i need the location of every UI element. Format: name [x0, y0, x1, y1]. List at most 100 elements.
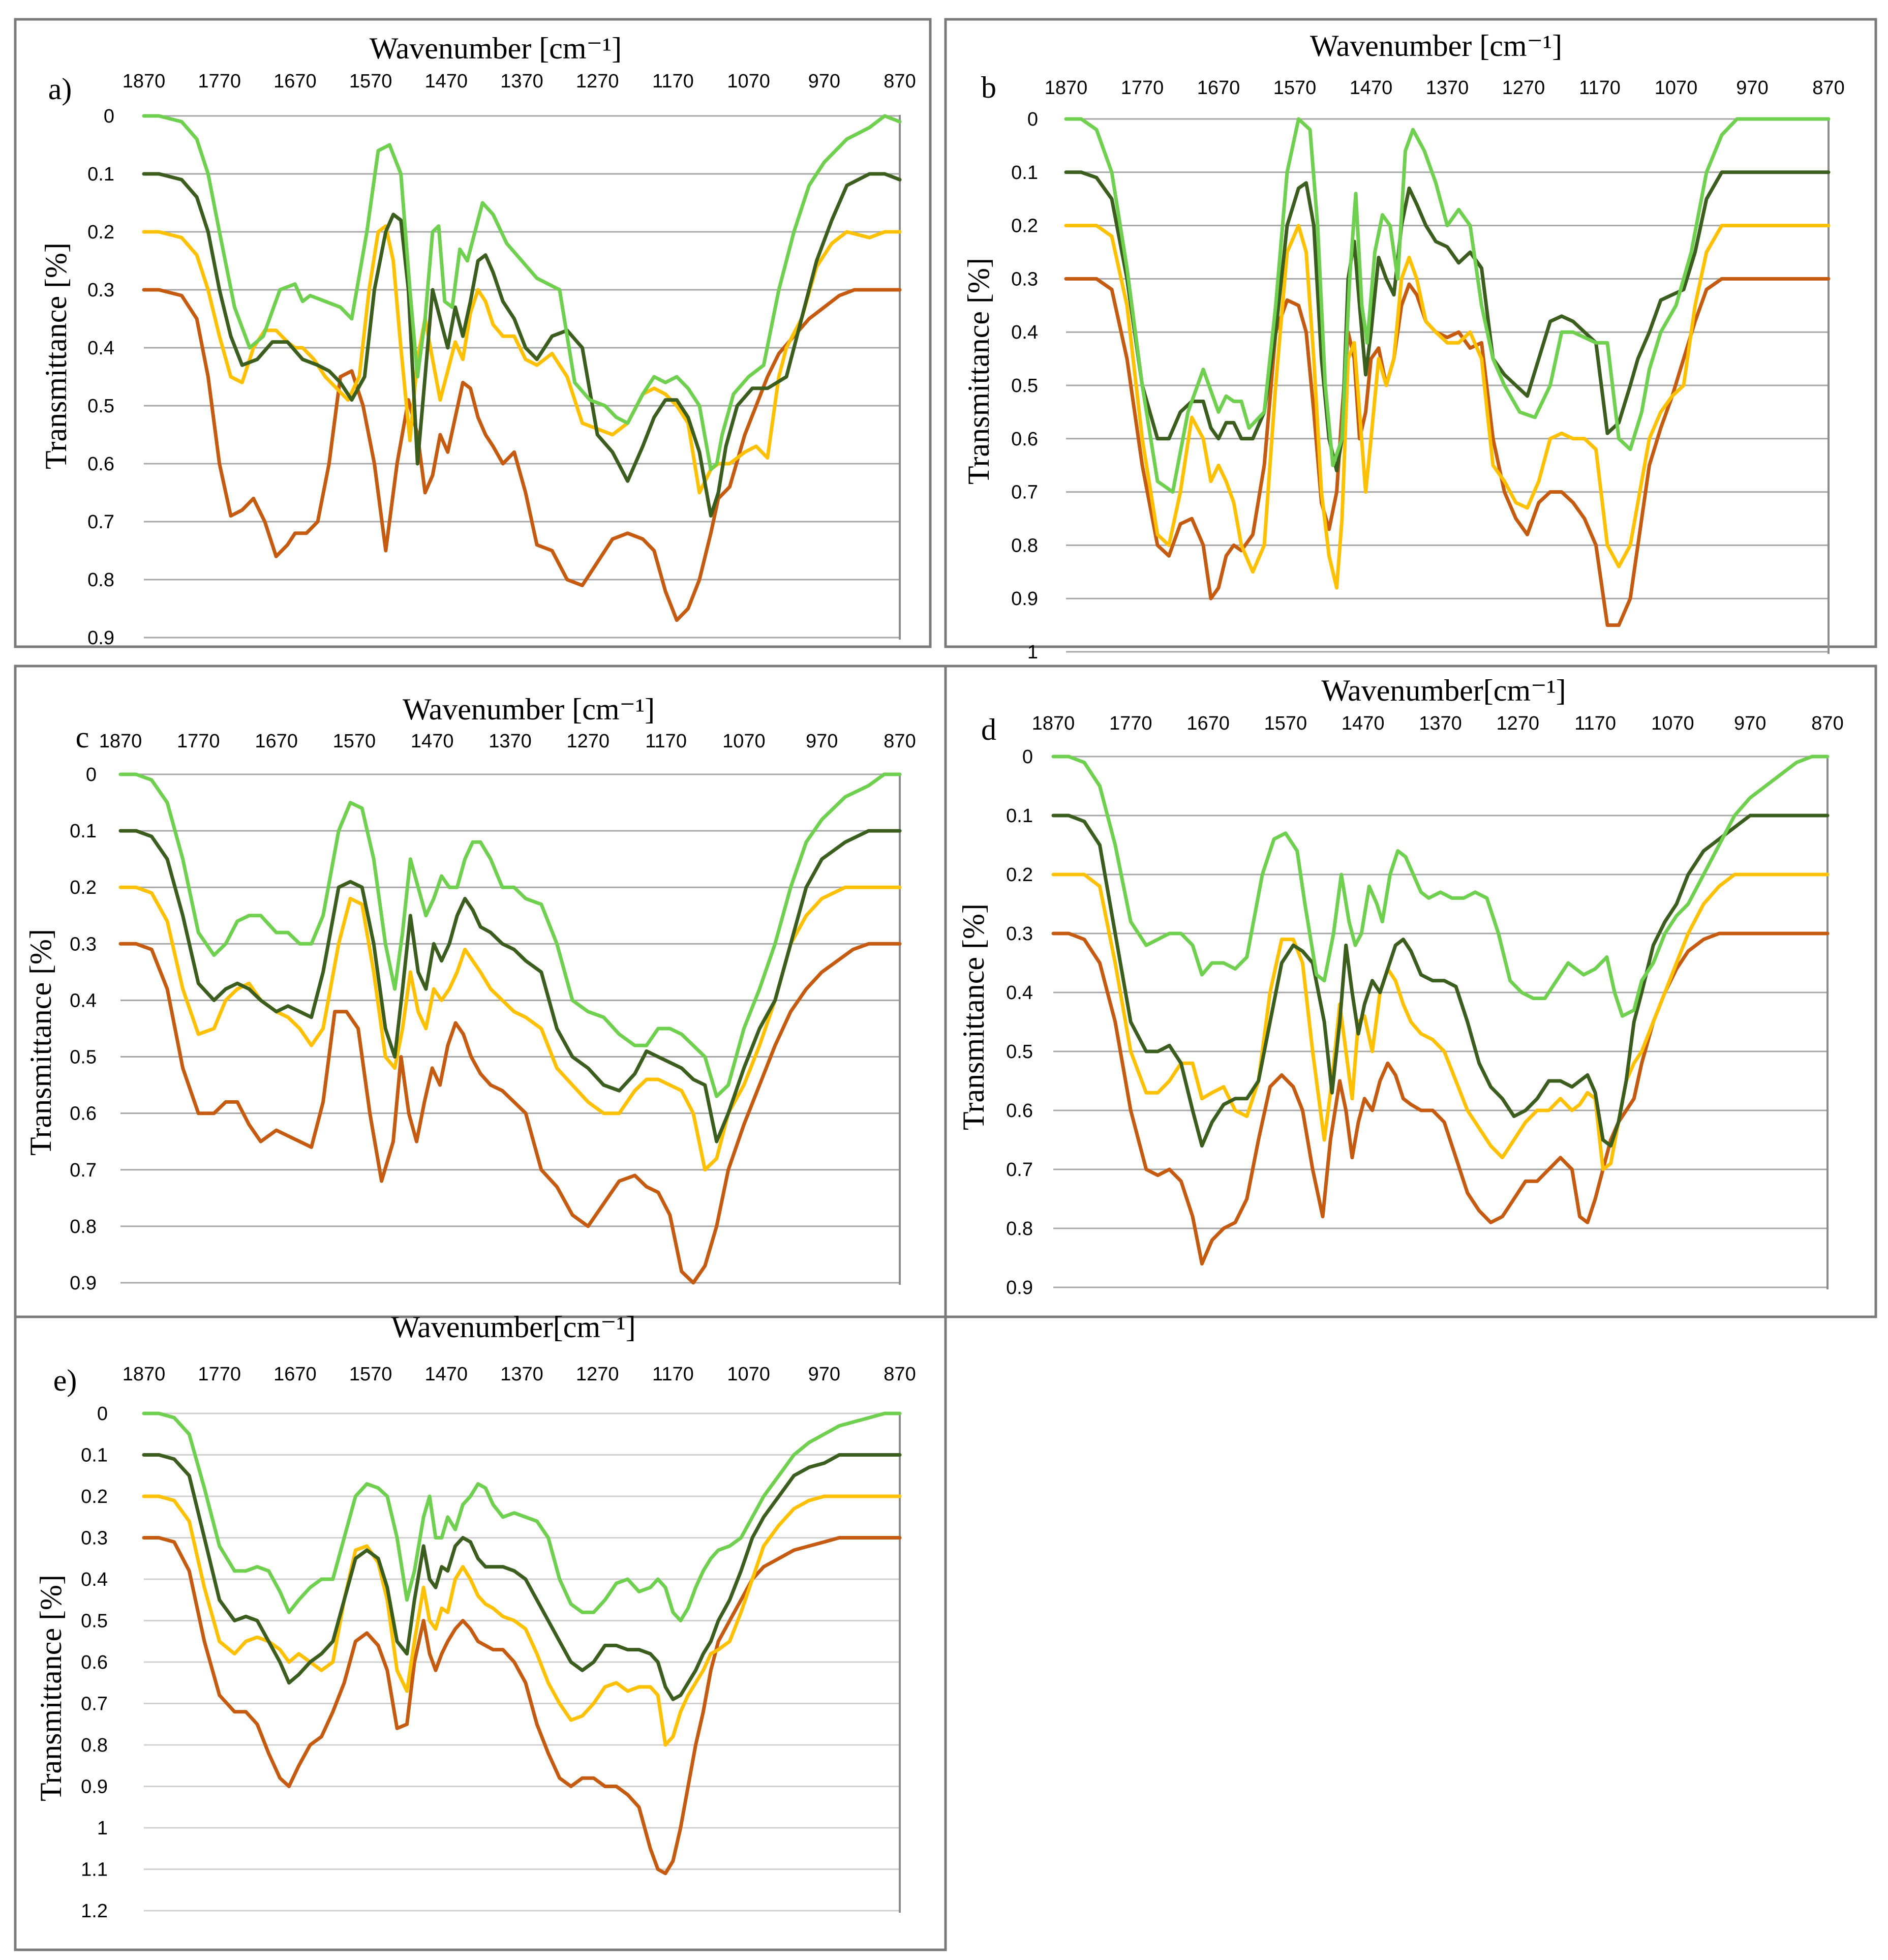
x-tick-label: 1070 [722, 731, 766, 752]
panel-label: b [981, 71, 996, 104]
y-tick-label: 0.5 [1011, 375, 1038, 397]
x-tick-label: 1270 [576, 71, 619, 92]
x-tick-label: 1070 [1655, 77, 1698, 99]
y-tick-label: 0.1 [70, 821, 97, 842]
series-line-light-green [1051, 755, 1830, 1018]
series-line-brown [142, 1536, 902, 1876]
x-tick-label: 1070 [727, 71, 770, 92]
x-tick-label: 870 [1812, 77, 1844, 99]
panel-frame [944, 18, 1877, 648]
x-tick-label: 1770 [1109, 713, 1152, 734]
x-tick-label: 1370 [500, 71, 543, 92]
y-axis-title: Transmittance [%] [34, 1575, 68, 1801]
series-line-light-green [142, 1411, 902, 1622]
y-tick-label: 0.8 [70, 1216, 97, 1238]
y-tick-label: 0.7 [1006, 1159, 1033, 1181]
y-tick-label: 0.6 [81, 1652, 108, 1673]
y-axis-title: Transmittance [%] [962, 258, 995, 485]
series-line-dark-green [142, 1453, 902, 1701]
y-tick-label: 0.8 [1011, 535, 1038, 556]
panel-frame [14, 18, 932, 648]
x-tick-label: 1570 [1264, 713, 1307, 734]
y-tick-label: 0.9 [87, 627, 114, 649]
series-line-yellow [1051, 872, 1830, 1171]
x-tick-label: 1370 [489, 731, 532, 752]
x-tick-label: 1870 [99, 731, 142, 752]
x-tick-label: 870 [1811, 713, 1843, 734]
y-tick-label: 0 [97, 1403, 108, 1425]
x-tick-label: 1670 [1186, 713, 1230, 734]
x-tick-label: 970 [808, 1364, 840, 1385]
y-tick-label: 0.4 [1006, 982, 1033, 1004]
series-line-yellow [142, 1494, 902, 1747]
x-tick-label: 970 [1736, 77, 1768, 99]
x-tick-label: 1470 [1350, 77, 1393, 99]
panel-label: a) [48, 72, 72, 106]
x-tick-label: 870 [884, 71, 916, 92]
y-tick-label: 0.1 [1011, 162, 1038, 184]
series-line-light-green [118, 772, 902, 1098]
y-tick-label: 1.2 [81, 1901, 108, 1922]
y-tick-label: 0 [104, 106, 114, 127]
x-tick-label: 1770 [1121, 77, 1164, 99]
panel-1: 0 0.1 0.2 0.3 0.4 0.5 0.6 0.7 0.8 0.9 1870 1770 1670… [14, 18, 932, 649]
y-tick-label: 0.1 [1006, 805, 1033, 827]
x-tick-label: 1770 [198, 1364, 241, 1385]
y-tick-label: 0.6 [70, 1103, 97, 1125]
y-tick-label: 0.3 [1011, 268, 1038, 290]
x-tick-label: 970 [808, 71, 840, 92]
y-tick-label: 0.6 [87, 454, 114, 475]
y-tick-label: 0.3 [87, 280, 114, 301]
panel-5: 0 0.1 0.2 0.3 0.4 0.5 0.6 0.7 0.8 0.9 1 1.1 1.2 1870 1… [14, 1310, 947, 1951]
y-axis-title: Transmittance [%] [39, 243, 73, 469]
x-axis-title: Wavenumber [cm⁻¹] [403, 692, 655, 726]
series-line-dark-green [118, 829, 902, 1143]
x-tick-label: 970 [806, 731, 838, 752]
x-tick-label: 1270 [1497, 713, 1540, 734]
x-tick-label: 1570 [1273, 77, 1317, 99]
x-tick-label: 1470 [425, 71, 468, 92]
x-axis-title: Wavenumber[cm⁻¹] [391, 1310, 635, 1344]
x-tick-label: 1170 [1574, 713, 1616, 734]
y-tick-label: 0.2 [1006, 864, 1033, 886]
y-tick-label: 0.9 [1006, 1277, 1033, 1299]
x-tick-label: 1270 [576, 1364, 619, 1385]
y-tick-label: 1.1 [81, 1859, 108, 1881]
x-tick-label: 870 [884, 731, 916, 752]
y-tick-label: 0.5 [70, 1047, 97, 1068]
x-tick-label: 1470 [425, 1364, 468, 1385]
y-tick-label: 0.9 [81, 1776, 108, 1798]
series-line-brown [118, 942, 902, 1285]
y-tick-label: 0.2 [87, 222, 114, 243]
x-tick-label: 1870 [123, 71, 166, 92]
x-tick-label: 1570 [349, 1364, 392, 1385]
y-tick-label: 0.5 [1006, 1041, 1033, 1063]
x-tick-label: 1170 [1579, 77, 1621, 99]
panel-label: e) [53, 1364, 77, 1397]
x-axis-title: Wavenumber [cm⁻¹] [370, 32, 622, 65]
x-tick-label: 1070 [1651, 713, 1694, 734]
x-tick-label: 1470 [411, 731, 454, 752]
y-tick-label: 0.4 [87, 338, 114, 359]
series-line-dark-green [1051, 813, 1830, 1148]
x-axis-title: Wavenumber [cm⁻¹] [1310, 29, 1562, 63]
x-tick-label: 1670 [273, 71, 317, 92]
y-axis-title: Transmittance [%] [957, 903, 990, 1130]
y-tick-label: 0.7 [1011, 482, 1038, 503]
y-tick-label: 0.2 [70, 877, 97, 898]
x-tick-label: 1670 [1197, 77, 1240, 99]
x-tick-label: 1470 [1342, 713, 1385, 734]
y-tick-label: 0.3 [70, 933, 97, 955]
series-line-dark-green [142, 172, 902, 518]
x-tick-label: 1570 [333, 731, 376, 752]
series-line-light-green [1064, 117, 1831, 494]
y-tick-label: 0.6 [1011, 429, 1038, 450]
series-line-dark-green [1064, 170, 1831, 473]
panel-frame [14, 1315, 947, 1951]
y-tick-label: 0.3 [81, 1528, 108, 1549]
x-tick-label: 1170 [645, 731, 687, 752]
x-tick-label: 1870 [123, 1364, 166, 1385]
y-tick-label: 0.5 [87, 396, 114, 417]
y-axis-title: Transmittance [%] [24, 929, 57, 1156]
